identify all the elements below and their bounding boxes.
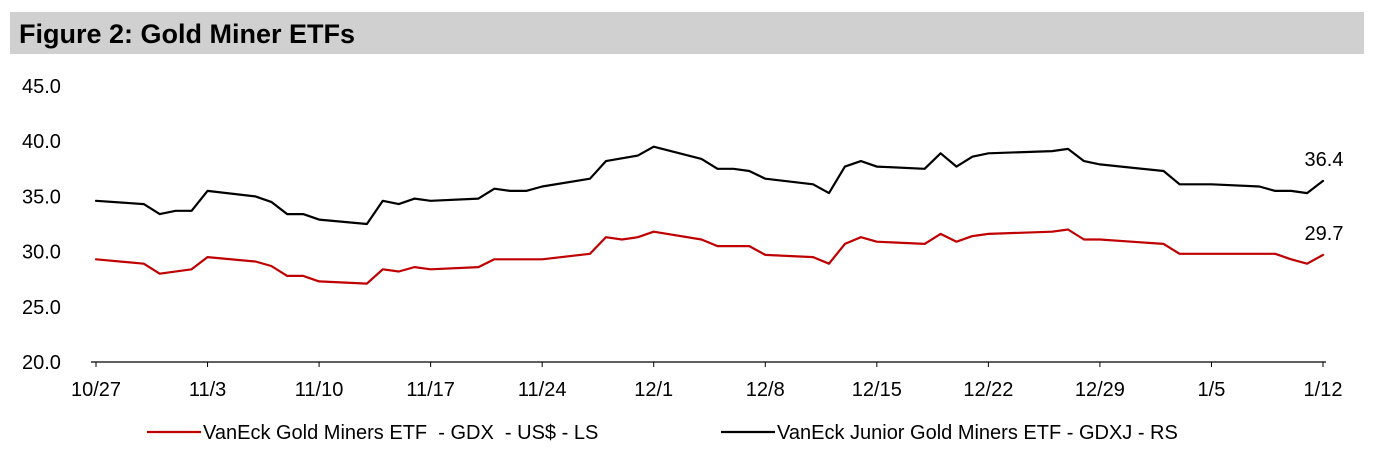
legend: VanEck Gold Miners ETF - GDX - US$ - LS V… bbox=[147, 422, 1178, 444]
x-tick-label: 1/5 bbox=[1198, 379, 1226, 401]
end-label-gdx: 29.7 bbox=[1305, 223, 1344, 245]
x-tick-label: 1/12 bbox=[1304, 379, 1343, 401]
y-tick-label: 35.0 bbox=[22, 186, 61, 208]
x-tick-label: 12/1 bbox=[634, 379, 673, 401]
series-line-gdxj bbox=[94, 145, 1325, 226]
end-label-gdxj: 36.4 bbox=[1305, 149, 1344, 171]
x-axis-ticks: 10/27 11/3 11/10 11/17 11/24 12/1 12/8 12/15 12/… bbox=[71, 362, 1343, 401]
end-labels: 29.7 36.4 bbox=[1305, 149, 1344, 245]
y-tick-label: 20.0 bbox=[22, 352, 61, 374]
y-tick-label: 45.0 bbox=[22, 76, 61, 98]
legend-label-gdx: VanEck Gold Miners ETF - GDX - US$ - LS bbox=[203, 422, 598, 444]
y-axis-ticks: 20.0 25.0 30.0 35.0 40.0 45.0 bbox=[22, 76, 61, 374]
series-lines bbox=[94, 145, 1325, 285]
x-tick-label: 11/3 bbox=[189, 379, 226, 401]
x-tick-label: 11/17 bbox=[406, 379, 455, 401]
x-tick-label: 12/22 bbox=[963, 379, 1013, 401]
x-tick-label: 12/29 bbox=[1075, 379, 1125, 401]
legend-label-gdxj: VanEck Junior Gold Miners ETF - GDXJ - R… bbox=[777, 422, 1178, 444]
x-tick-label: 12/8 bbox=[746, 379, 785, 401]
x-tick-label: 11/10 bbox=[295, 379, 344, 401]
y-tick-label: 40.0 bbox=[22, 131, 61, 153]
x-tick-label: 12/15 bbox=[852, 379, 902, 401]
x-tick-label: 11/24 bbox=[518, 379, 567, 401]
title-bar: Figure 2: Gold Miner ETFs bbox=[10, 12, 1364, 54]
x-tick-label: 10/27 bbox=[71, 379, 121, 401]
y-tick-label: 25.0 bbox=[22, 297, 61, 319]
figure-title: Figure 2: Gold Miner ETFs bbox=[19, 19, 356, 49]
y-tick-label: 30.0 bbox=[22, 242, 61, 264]
series-line-gdx bbox=[94, 228, 1325, 285]
